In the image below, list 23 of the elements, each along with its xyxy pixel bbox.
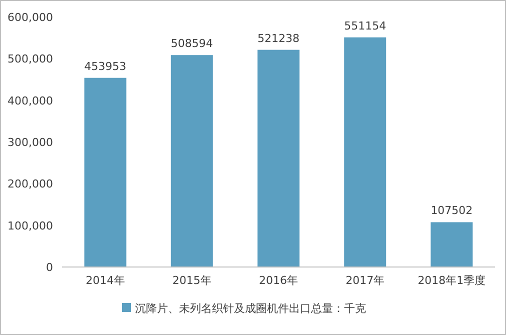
y-tick-label: 100,000 [8, 219, 53, 232]
x-tick-label: 2016年 [259, 274, 298, 287]
x-tick-label: 2018年1季度 [418, 274, 486, 287]
bar [258, 50, 300, 267]
x-tick-label: 2014年 [86, 274, 125, 287]
data-label: 521238 [258, 32, 300, 45]
bar [84, 78, 126, 267]
legend-label: 沉降片、未列名织针及成圈机件出口总量：千克 [135, 302, 366, 315]
bar [344, 37, 386, 267]
bar [170, 55, 213, 267]
data-label: 453953 [84, 60, 126, 73]
y-tick-label: 400,000 [8, 94, 53, 108]
y-tick-label: 500,000 [8, 52, 53, 66]
y-tick-label: 300,000 [8, 136, 53, 149]
data-label: 508594 [170, 37, 213, 50]
x-tick-label: 2015年 [172, 274, 212, 287]
y-tick-label: 600,000 [8, 11, 53, 24]
x-tick-label: 2017年 [346, 274, 385, 287]
bar [430, 222, 473, 267]
data-label: 551154 [344, 19, 386, 32]
data-label: 107502 [430, 204, 473, 218]
y-tick-label: 200,000 [8, 178, 53, 191]
y-tick-label: 0 [46, 261, 53, 274]
